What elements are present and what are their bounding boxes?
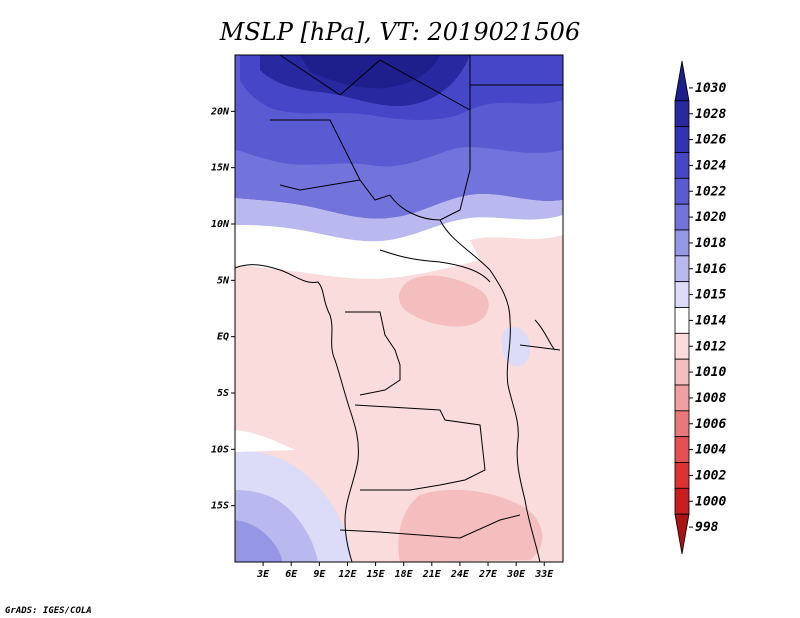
x-tick-label: 27E [478,569,498,580]
colorbar-swatch [674,255,690,283]
y-tick-label: 10S [211,444,229,455]
x-tick-label: 15E [367,569,386,580]
colorbar-swatch [674,436,690,463]
colorbar-swatch [674,100,690,128]
y-tick-label: 10N [211,219,230,230]
colorbar-label: 1008 [695,391,726,406]
longitude-ticks: 3E 6E 9E 12E 15E 18E 21E 24E 27E 30E 33E [256,562,554,580]
colorbar-label: 1020 [695,210,726,225]
colorbar-label: 1028 [695,107,726,122]
colorbar-swatch [674,410,690,438]
colorbar-label: 1010 [695,365,726,380]
x-tick-label: 12E [338,569,357,580]
colorbar-label: 1012 [695,339,726,354]
grads-credit: GrADS: IGES/COLA [5,606,92,616]
x-tick-label: 18E [395,569,414,580]
x-tick-label: 24E [450,569,470,580]
colorbar-swatch [674,462,690,489]
colorbar-swatch [674,487,690,515]
y-tick-label: 5S [217,388,229,399]
x-tick-label: 6E [285,569,298,580]
x-tick-label: 9E [313,569,326,580]
x-tick-label: 33E [534,569,554,580]
colorbar-swatch [674,229,690,257]
colorbar-label: 1018 [695,236,726,251]
colorbar-swatch [674,384,690,412]
y-tick-label: EQ [217,332,229,343]
colorbar-label: 1026 [695,133,726,148]
y-tick-label: 5N [217,275,230,286]
colorbar-label: 1014 [695,313,726,328]
colorbar-label: 1030 [695,81,726,96]
colorbar-label: 1000 [695,494,726,509]
colorbar-label: 1024 [695,158,726,173]
y-tick-label: 15S [211,501,229,512]
latitude-ticks: 20N 15N 10N 5N EQ 5S 10S 15S [210,106,235,512]
colorbar-label: 1015 [695,288,726,303]
colorbar-swatch [674,513,690,555]
colorbar-swatch [674,307,690,334]
colorbar-swatch [674,126,690,153]
x-tick-label: 3E [256,569,270,580]
x-tick-label: 21E [422,569,442,580]
colorbar-label: 1016 [695,262,726,277]
colorbar-swatch [674,332,690,360]
y-tick-label: 20N [210,106,230,117]
x-tick-label: 30E [506,569,526,580]
colorbar-swatch [674,152,690,179]
colorbar-swatch [674,177,690,205]
colorbar-label: 1004 [695,443,726,458]
chart-title: MSLP [hPa], VT: 2019021506 [219,18,580,46]
pressure-field [235,55,563,562]
colorbar-swatch [674,358,690,386]
colorbar-label: 1002 [695,468,726,483]
colorbar-swatch [674,60,690,102]
map-frame [234,54,564,563]
colorbar-label: 1022 [695,184,726,199]
y-tick-label: 15N [211,163,230,174]
colorbar: 1030 1028 1026 1024 1022 1020 1018 1016 1015 1014… [674,60,726,555]
map-borders [235,55,563,562]
colorbar-swatch [674,281,690,308]
colorbar-swatch [674,203,690,231]
colorbar-label: 1006 [695,417,726,432]
colorbar-label: 998 [695,520,719,535]
